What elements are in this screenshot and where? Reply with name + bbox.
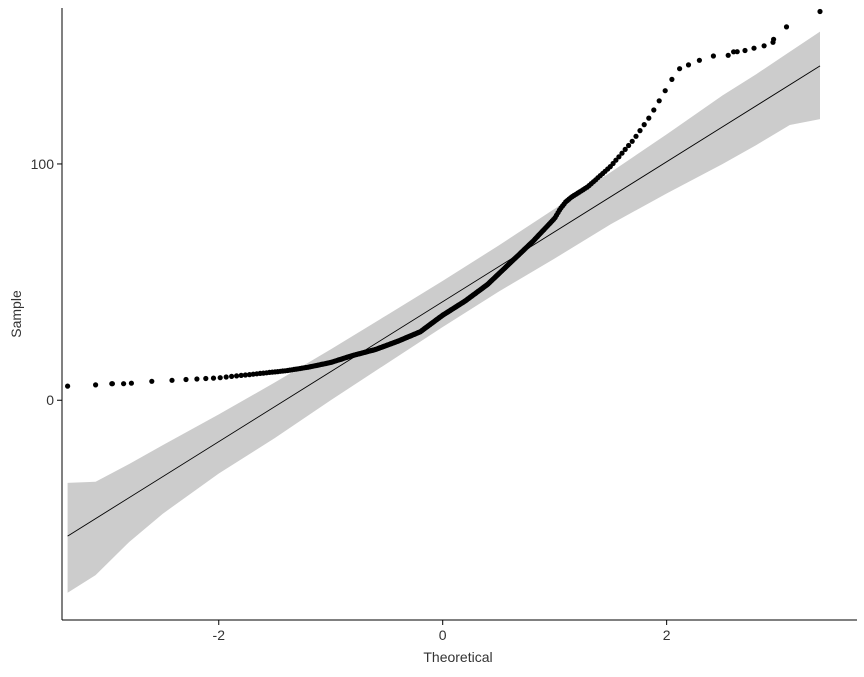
data-point [637, 128, 643, 134]
data-point [183, 376, 189, 383]
data-point [93, 382, 99, 388]
data-point [669, 76, 675, 82]
data-point [817, 8, 823, 15]
reference-line [67, 65, 821, 537]
data-point [65, 383, 71, 389]
data-point [210, 375, 217, 381]
data-point [710, 53, 717, 59]
x-tick-label: 2 [663, 627, 671, 643]
data-point [109, 381, 115, 387]
data-point [613, 157, 619, 163]
data-point [203, 375, 209, 382]
y-tick-label: 0 [46, 392, 54, 408]
data-point [751, 45, 757, 51]
data-point [662, 88, 668, 94]
x-tick-label: 0 [439, 627, 447, 643]
y-axis-title: Sample [8, 290, 24, 338]
data-point [234, 373, 240, 379]
x-axis-title: Theoretical [423, 649, 492, 665]
data-point [651, 107, 657, 113]
data-point [725, 52, 731, 58]
data-point [761, 43, 767, 49]
data-point [677, 66, 683, 72]
data-point [685, 62, 692, 68]
data-point [242, 372, 248, 378]
data-point [128, 380, 134, 386]
data-point [626, 142, 632, 149]
data-point [742, 47, 748, 54]
data-point [217, 375, 223, 381]
data-point [121, 381, 127, 387]
data-point [619, 150, 625, 156]
points-layer [65, 8, 823, 389]
data-point [223, 374, 229, 380]
y-tick-label: 100 [31, 156, 55, 172]
data-point [696, 57, 703, 63]
data-point [734, 49, 740, 55]
data-point [149, 378, 155, 384]
data-point [629, 138, 635, 144]
reference-line-layer [67, 65, 821, 537]
data-point [783, 24, 790, 30]
data-point [194, 376, 200, 382]
axes-layer: -2 0 2 0 100 [31, 8, 857, 643]
data-point [656, 98, 662, 104]
data-point [622, 146, 628, 152]
data-point [641, 122, 647, 128]
data-point [770, 39, 776, 45]
data-point [646, 115, 652, 121]
data-point [633, 133, 639, 139]
data-point [229, 373, 235, 379]
x-tick-label: -2 [213, 627, 226, 643]
data-point [169, 377, 175, 383]
data-point [616, 154, 622, 160]
data-point [238, 372, 244, 378]
